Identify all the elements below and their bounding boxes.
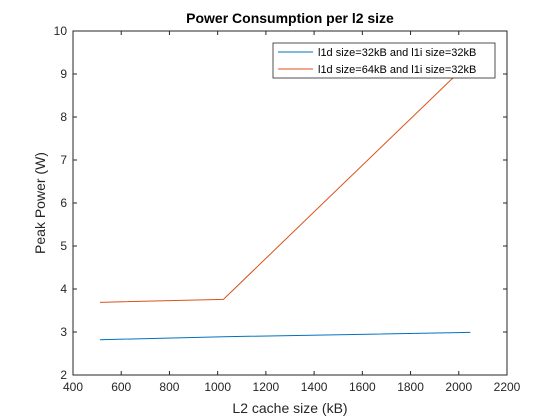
x-axis-label: L2 cache size (kB) [232,400,347,416]
legend: l1d size=32kB and l1i size=32kB l1d size… [273,43,495,78]
y-axis-label: Peak Power (W) [32,152,48,254]
y-tick-label: 9 [60,67,67,81]
x-tick-label: 1000 [204,380,231,394]
y-tick-label: 3 [60,325,67,339]
x-tick-label: 1400 [301,380,328,394]
y-tick-label: 6 [60,196,67,210]
x-tick-label: 800 [159,380,179,394]
x-tick-label: 600 [111,380,131,394]
y-tick-label: 8 [60,110,67,124]
y-tick-label: 4 [60,282,67,296]
x-tick-label: 1200 [253,380,280,394]
x-tick-label: 2000 [445,380,472,394]
legend-label-series-1: l1d size=32kB and l1i size=32kB [318,47,476,59]
plot-area [73,31,507,375]
x-tick-label: 400 [63,380,83,394]
y-tick-label: 5 [60,239,67,253]
x-tick-label: 2200 [494,380,521,394]
legend-label-series-2: l1d size=64kB and l1i size=32kB [318,64,476,76]
x-tick-label: 1800 [397,380,424,394]
y-tick-label: 10 [54,24,68,38]
x-tick-label: 1600 [349,380,376,394]
chart-title: Power Consumption per l2 size [186,10,394,26]
y-tick-label: 7 [60,153,67,167]
y-tick-label: 2 [60,368,67,382]
